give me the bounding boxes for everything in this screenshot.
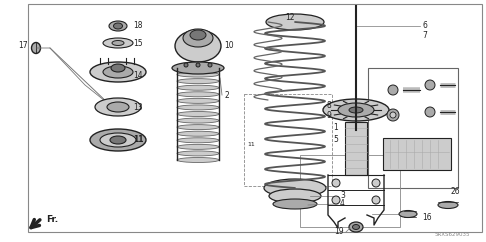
Text: 4: 4 xyxy=(340,199,345,209)
Ellipse shape xyxy=(107,102,129,112)
Ellipse shape xyxy=(175,30,221,62)
Ellipse shape xyxy=(177,64,219,72)
Ellipse shape xyxy=(109,21,127,31)
Ellipse shape xyxy=(372,179,380,187)
Ellipse shape xyxy=(323,99,389,121)
Text: 17: 17 xyxy=(18,41,28,51)
Ellipse shape xyxy=(177,79,219,84)
Ellipse shape xyxy=(425,80,435,90)
Ellipse shape xyxy=(399,211,417,218)
Text: Fr.: Fr. xyxy=(46,215,58,225)
Ellipse shape xyxy=(390,112,396,118)
Ellipse shape xyxy=(103,38,133,48)
Ellipse shape xyxy=(177,85,219,90)
Text: 12: 12 xyxy=(285,14,295,23)
Text: 26: 26 xyxy=(450,188,460,197)
Text: 11: 11 xyxy=(133,136,143,144)
Ellipse shape xyxy=(103,66,133,78)
Ellipse shape xyxy=(184,63,188,67)
Ellipse shape xyxy=(172,62,224,74)
Text: 18: 18 xyxy=(133,22,142,30)
Ellipse shape xyxy=(90,62,146,82)
Text: 19: 19 xyxy=(334,227,344,236)
Ellipse shape xyxy=(95,98,141,116)
Text: 6: 6 xyxy=(422,22,427,30)
Text: 8: 8 xyxy=(326,100,331,109)
Ellipse shape xyxy=(196,63,200,67)
Ellipse shape xyxy=(112,40,124,45)
Bar xyxy=(368,68,458,188)
Text: 1: 1 xyxy=(333,123,338,133)
Ellipse shape xyxy=(372,196,380,204)
Ellipse shape xyxy=(352,225,360,229)
Ellipse shape xyxy=(388,85,398,95)
Ellipse shape xyxy=(177,118,219,123)
Text: 15: 15 xyxy=(133,38,142,47)
Ellipse shape xyxy=(110,136,126,144)
Text: 13: 13 xyxy=(133,103,142,112)
Text: 2: 2 xyxy=(224,91,229,99)
Ellipse shape xyxy=(177,158,219,162)
Text: 11: 11 xyxy=(247,142,255,146)
Text: 16: 16 xyxy=(422,213,432,222)
Ellipse shape xyxy=(111,64,125,72)
Ellipse shape xyxy=(177,144,219,149)
Ellipse shape xyxy=(425,107,435,117)
Bar xyxy=(383,138,451,170)
Ellipse shape xyxy=(32,43,40,53)
Text: 7: 7 xyxy=(422,31,427,40)
Ellipse shape xyxy=(177,72,219,77)
Ellipse shape xyxy=(114,23,122,29)
Ellipse shape xyxy=(387,109,399,121)
Ellipse shape xyxy=(438,202,458,209)
Ellipse shape xyxy=(90,129,146,151)
Ellipse shape xyxy=(264,179,326,197)
Ellipse shape xyxy=(269,189,321,203)
Ellipse shape xyxy=(177,105,219,110)
Ellipse shape xyxy=(100,133,136,147)
Ellipse shape xyxy=(177,151,219,156)
Ellipse shape xyxy=(177,92,219,97)
Ellipse shape xyxy=(349,107,363,113)
Ellipse shape xyxy=(273,199,317,209)
Text: 9: 9 xyxy=(326,111,331,120)
Ellipse shape xyxy=(208,63,212,67)
Text: 10: 10 xyxy=(224,41,234,51)
Text: 14: 14 xyxy=(133,70,142,80)
Ellipse shape xyxy=(177,131,219,136)
Ellipse shape xyxy=(190,30,206,40)
Ellipse shape xyxy=(338,103,374,117)
Text: 5: 5 xyxy=(333,136,338,144)
Ellipse shape xyxy=(177,98,219,103)
Ellipse shape xyxy=(332,196,340,204)
Ellipse shape xyxy=(177,125,219,130)
Text: 3: 3 xyxy=(340,191,345,201)
Ellipse shape xyxy=(349,222,363,232)
Ellipse shape xyxy=(177,112,219,116)
Ellipse shape xyxy=(177,138,219,143)
Text: 5RXS629035: 5RXS629035 xyxy=(434,232,470,237)
Bar xyxy=(244,94,332,186)
Ellipse shape xyxy=(332,179,340,187)
Ellipse shape xyxy=(183,29,213,47)
Ellipse shape xyxy=(266,14,324,30)
Bar xyxy=(345,122,367,175)
Bar xyxy=(300,155,400,227)
